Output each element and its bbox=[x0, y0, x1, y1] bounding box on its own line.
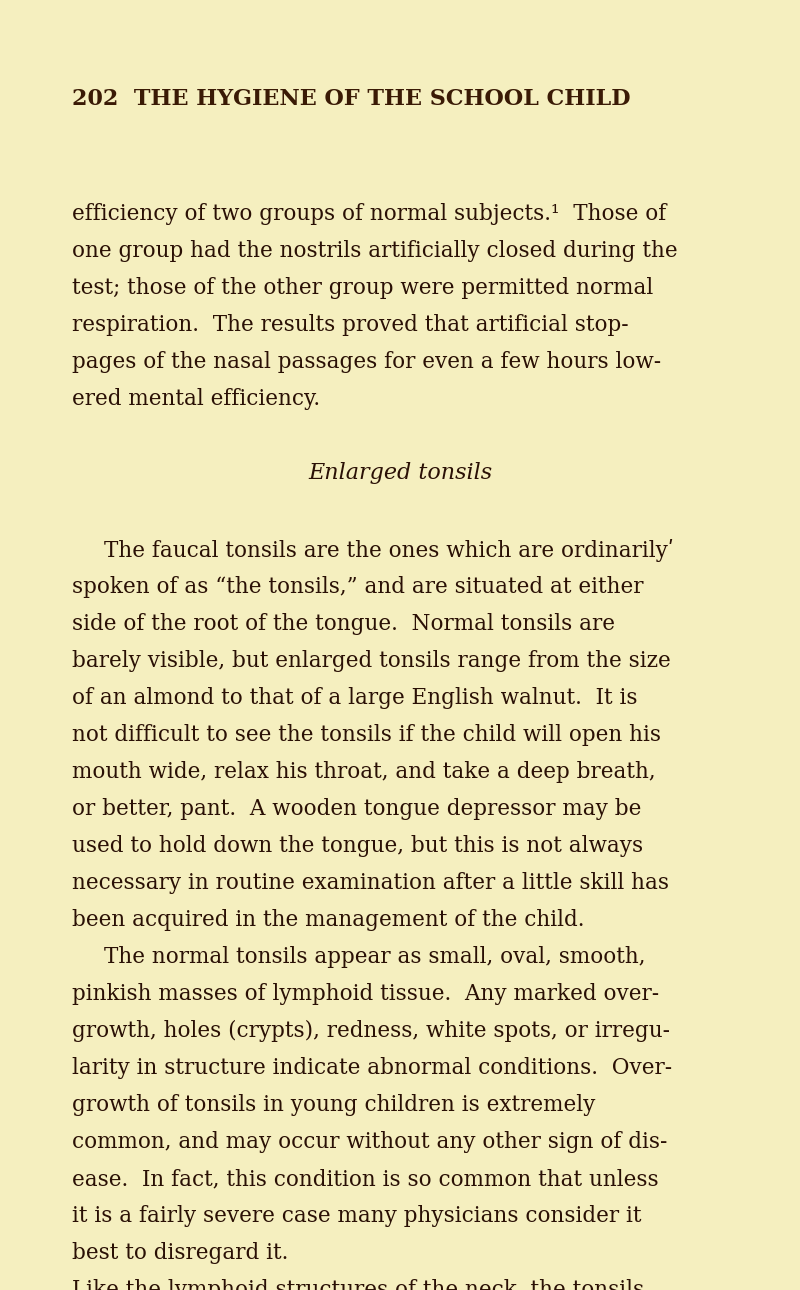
Text: pages of the nasal passages for even a few hours low-: pages of the nasal passages for even a f… bbox=[72, 351, 661, 373]
Text: common, and may occur without any other sign of dis-: common, and may occur without any other … bbox=[72, 1131, 667, 1153]
Text: not difficult to see the tonsils if the child will open his: not difficult to see the tonsils if the … bbox=[72, 725, 661, 747]
Text: The faucal tonsils are the ones which are ordinarilyʹ: The faucal tonsils are the ones which ar… bbox=[104, 539, 674, 562]
Text: been acquired in the management of the child.: been acquired in the management of the c… bbox=[72, 909, 585, 931]
Text: growth, holes (crypts), redness, white spots, or irregu-: growth, holes (crypts), redness, white s… bbox=[72, 1020, 670, 1042]
Text: best to disregard it.: best to disregard it. bbox=[72, 1242, 288, 1264]
Text: respiration.  The results proved that artificial stop-: respiration. The results proved that art… bbox=[72, 313, 629, 335]
Text: spoken of as “the tonsils,” and are situated at either: spoken of as “the tonsils,” and are situ… bbox=[72, 577, 643, 599]
Text: one group had the nostrils artificially closed during the: one group had the nostrils artificially … bbox=[72, 240, 678, 262]
Text: 202  THE HYGIENE OF THE SCHOOL CHILD: 202 THE HYGIENE OF THE SCHOOL CHILD bbox=[72, 88, 630, 110]
Text: ease.  In fact, this condition is so common that unless: ease. In fact, this condition is so comm… bbox=[72, 1169, 658, 1191]
Text: it is a fairly severe case many physicians consider it: it is a fairly severe case many physicia… bbox=[72, 1205, 642, 1227]
Text: or better, pant.  A wooden tongue depressor may be: or better, pant. A wooden tongue depress… bbox=[72, 799, 642, 820]
Text: test; those of the other group were permitted normal: test; those of the other group were perm… bbox=[72, 276, 654, 299]
Text: efficiency of two groups of normal subjects.¹  Those of: efficiency of two groups of normal subje… bbox=[72, 203, 666, 224]
Text: Enlarged tonsils: Enlarged tonsils bbox=[308, 462, 492, 484]
Text: The normal tonsils appear as small, oval, smooth,: The normal tonsils appear as small, oval… bbox=[104, 947, 646, 969]
Text: larity in structure indicate abnormal conditions.  Over-: larity in structure indicate abnormal co… bbox=[72, 1058, 672, 1080]
Text: used to hold down the tongue, but this is not always: used to hold down the tongue, but this i… bbox=[72, 836, 643, 858]
Text: ered mental efficiency.: ered mental efficiency. bbox=[72, 388, 320, 410]
Text: growth of tonsils in young children is extremely: growth of tonsils in young children is e… bbox=[72, 1094, 595, 1116]
Text: necessary in routine examination after a little skill has: necessary in routine examination after a… bbox=[72, 872, 669, 894]
Text: of an almond to that of a large English walnut.  It is: of an almond to that of a large English … bbox=[72, 688, 638, 710]
Text: mouth wide, relax his throat, and take a deep breath,: mouth wide, relax his throat, and take a… bbox=[72, 761, 656, 783]
Text: barely visible, but enlarged tonsils range from the size: barely visible, but enlarged tonsils ran… bbox=[72, 650, 670, 672]
Text: pinkish masses of lymphoid tissue.  Any marked over-: pinkish masses of lymphoid tissue. Any m… bbox=[72, 983, 659, 1005]
Text: side of the root of the tongue.  Normal tonsils are: side of the root of the tongue. Normal t… bbox=[72, 614, 615, 636]
Text: Like the lymphoid structures of the neck, the tonsils: Like the lymphoid structures of the neck… bbox=[72, 1280, 644, 1290]
